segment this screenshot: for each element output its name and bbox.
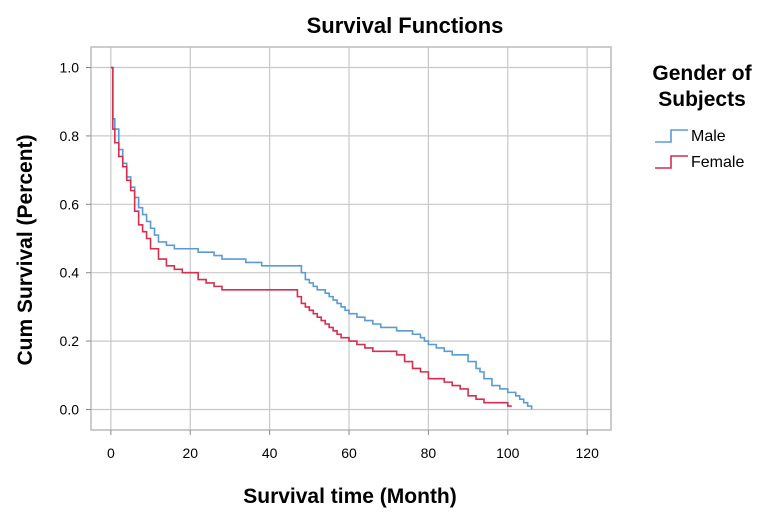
- y-tick-label: 0.0: [60, 401, 80, 417]
- x-tick-labels: 0 20 40 60 80 100 120: [107, 430, 599, 461]
- y-axis-label: Cum Survival (Percent): [14, 134, 37, 365]
- legend-label-female: Female: [691, 154, 744, 171]
- series-layer: [110, 66, 533, 410]
- legend-label-male: Male: [691, 128, 726, 145]
- x-tick-label: 20: [182, 445, 198, 461]
- series-line-male: [110, 66, 533, 410]
- x-tick-label: 120: [576, 445, 600, 461]
- y-tick-label: 0.6: [60, 196, 80, 212]
- plot-frame: [90, 46, 612, 431]
- chart-title: Survival Functions: [307, 13, 504, 38]
- legend-title-line-1: Gender of: [652, 62, 752, 85]
- legend-swatch-female: [655, 155, 688, 169]
- y-tick-label: 1.0: [60, 60, 80, 76]
- y-tick-labels: 0.0 0.2 0.4 0.6 0.8 1.0: [60, 60, 91, 417]
- legend: Gender of Subjects Male Female: [652, 62, 752, 171]
- y-tick-label: 0.8: [60, 128, 80, 144]
- grid-layer: [91, 47, 611, 430]
- x-tick-label: 80: [421, 445, 437, 461]
- x-tick-label: 40: [262, 445, 278, 461]
- x-axis-label: Survival time (Month): [243, 485, 457, 508]
- y-tick-label: 0.4: [60, 265, 80, 281]
- legend-items: Male Female: [655, 128, 744, 171]
- series-line-female: [110, 66, 512, 407]
- legend-swatch-male: [655, 129, 688, 143]
- x-tick-label: 100: [496, 445, 520, 461]
- x-tick-label: 60: [341, 445, 357, 461]
- y-tick-label: 0.2: [60, 333, 80, 349]
- legend-title-line-2: Subjects: [658, 88, 746, 111]
- x-tick-label: 0: [107, 445, 115, 461]
